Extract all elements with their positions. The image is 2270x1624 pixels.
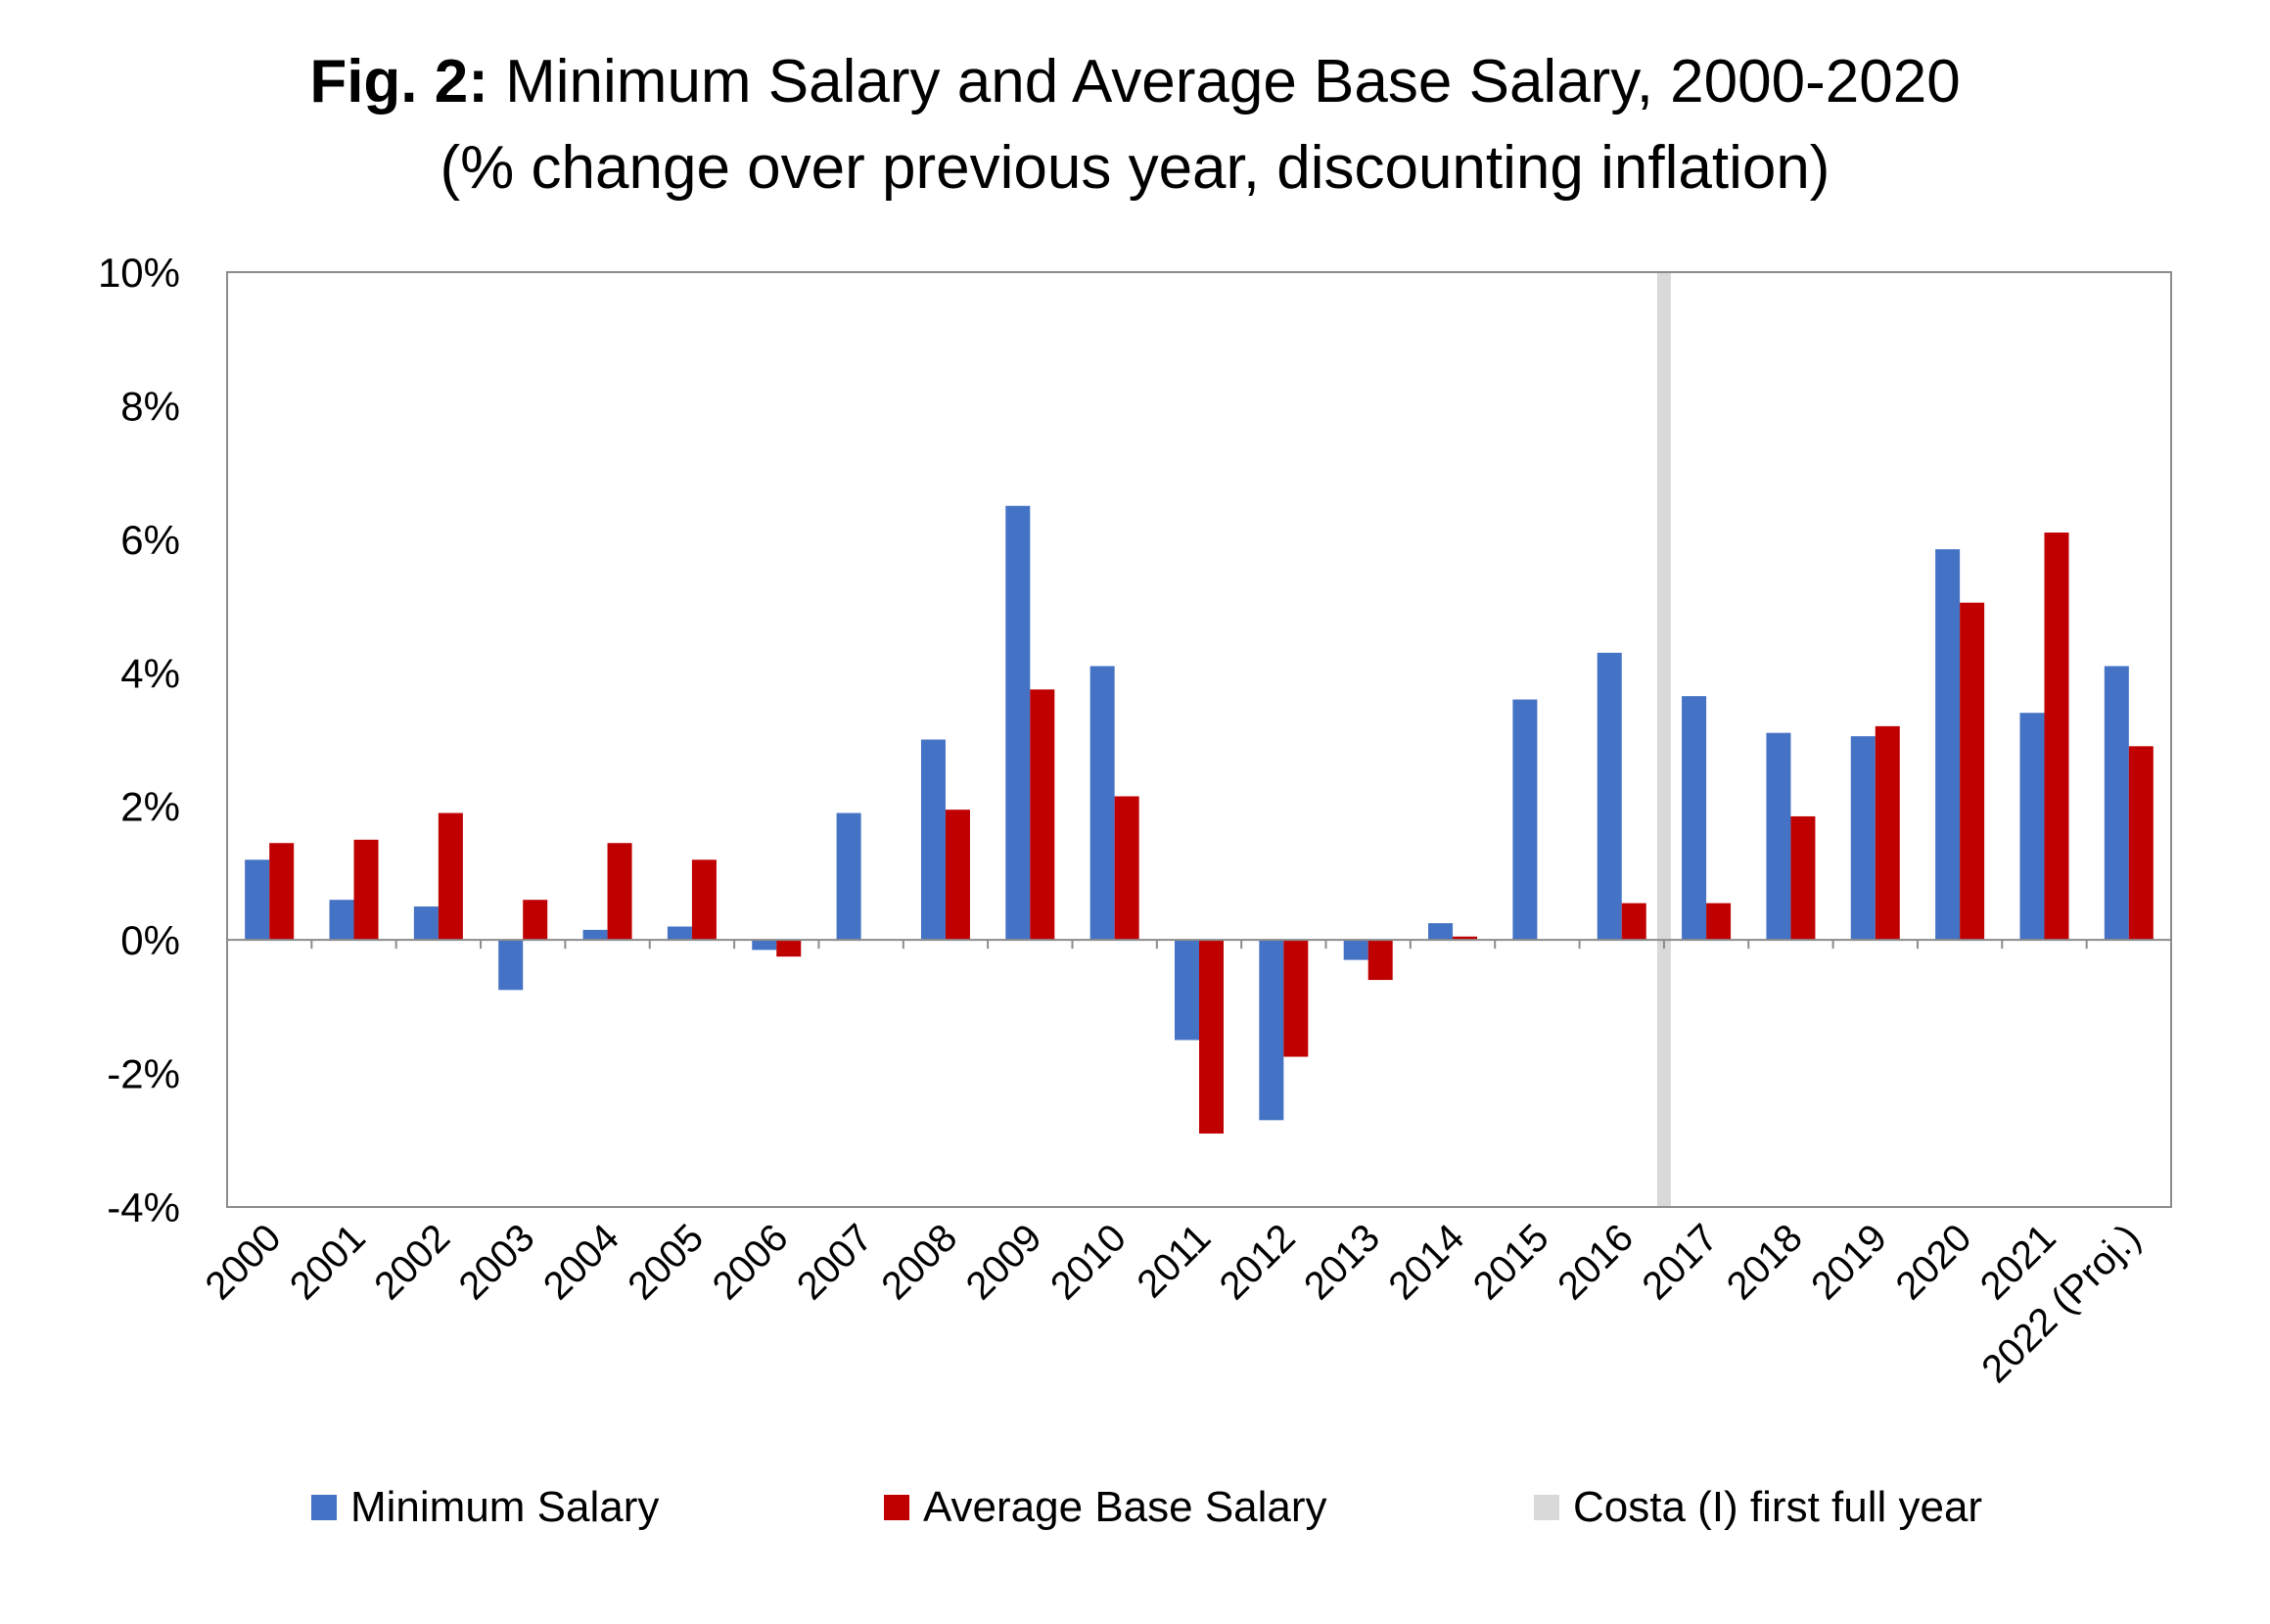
x-tick-label: 2004 bbox=[535, 1216, 627, 1308]
bar-average-base-salary-2017 bbox=[1706, 903, 1732, 941]
bar-minimum-salary-2011 bbox=[1175, 940, 1199, 1041]
bar-average-base-salary-2020 bbox=[1960, 602, 1985, 941]
bar-minimum-salary-2010 bbox=[1089, 666, 1115, 941]
bar-average-base-salary-2000 bbox=[269, 843, 295, 941]
bar-minimum-salary-2018 bbox=[1766, 732, 1791, 941]
bar-average-base-salary-2010 bbox=[1114, 796, 1139, 941]
bar-minimum-salary-2009 bbox=[1005, 505, 1031, 941]
bar-minimum-salary-2012 bbox=[1259, 940, 1284, 1121]
x-tick-label: 2016 bbox=[1550, 1216, 1642, 1308]
bar-minimum-salary-2020 bbox=[1935, 549, 1961, 941]
x-tick-label: 2001 bbox=[282, 1216, 374, 1308]
x-tick-label: 2012 bbox=[1212, 1216, 1304, 1308]
bar-minimum-salary-2000 bbox=[245, 859, 270, 941]
x-tick-label: 2018 bbox=[1719, 1216, 1811, 1308]
x-tick-label: 2013 bbox=[1296, 1216, 1388, 1308]
y-tick-label: 0% bbox=[120, 917, 180, 963]
y-tick-label: 2% bbox=[120, 784, 180, 830]
y-tick-label: -2% bbox=[107, 1051, 180, 1097]
bar-average-base-salary-2016 bbox=[1621, 903, 1646, 941]
y-tick-label: 4% bbox=[120, 650, 180, 696]
bar-average-base-salary-2009 bbox=[1030, 689, 1055, 941]
figure-label: Fig. 2: bbox=[309, 48, 488, 116]
bar-average-base-salary-2005 bbox=[691, 859, 717, 941]
x-tick-label: 2006 bbox=[705, 1216, 797, 1308]
x-tick-label: 2015 bbox=[1465, 1216, 1557, 1308]
x-tick-label: 2020 bbox=[1887, 1216, 1979, 1308]
legend-swatch-average-base-salary bbox=[884, 1495, 909, 1520]
legend-item-minimum-salary: Minimum Salary bbox=[311, 1483, 659, 1532]
y-tick-label: 10% bbox=[98, 250, 180, 296]
bar-minimum-salary-2015 bbox=[1512, 699, 1538, 941]
legend-swatch-minimum-salary bbox=[311, 1495, 337, 1520]
bar-minimum-salary-2021 bbox=[2019, 713, 2045, 941]
chart-title-text: Minimum Salary and Average Base Salary, … bbox=[505, 48, 1961, 116]
bar-minimum-salary-2022-proj- bbox=[2104, 666, 2129, 941]
bar-minimum-salary-2002 bbox=[413, 906, 439, 941]
chart-title: Fig. 2: Minimum Salary and Average Base … bbox=[0, 39, 2270, 125]
legend-swatch-costa bbox=[1534, 1495, 1559, 1520]
legend-item-costa: Costa (I) first full year bbox=[1534, 1483, 1982, 1532]
bar-average-base-salary-2008 bbox=[945, 810, 970, 941]
chart-subtitle: (% change over previous year, discountin… bbox=[440, 134, 1830, 202]
y-tick-label: 8% bbox=[120, 383, 180, 429]
bar-average-base-salary-2021 bbox=[2044, 533, 2069, 941]
bar-average-base-salary-2022-proj- bbox=[2128, 746, 2154, 941]
bar-minimum-salary-2001 bbox=[329, 900, 354, 941]
bar-minimum-salary-2019 bbox=[1850, 736, 1876, 941]
bar-minimum-salary-2008 bbox=[920, 739, 946, 941]
x-tick-label: 2014 bbox=[1380, 1216, 1472, 1308]
legend-label-average-base-salary: Average Base Salary bbox=[923, 1483, 1327, 1531]
bar-minimum-salary-2013 bbox=[1343, 940, 1368, 960]
legend-label-costa: Costa (I) first full year bbox=[1573, 1483, 1983, 1531]
bar-minimum-salary-2006 bbox=[752, 940, 777, 951]
x-tick-label: 2010 bbox=[1042, 1216, 1135, 1308]
chart-legend: Minimum Salary Average Base Salary Costa… bbox=[0, 1483, 2270, 1552]
bar-average-base-salary-2004 bbox=[607, 843, 632, 941]
bar-average-base-salary-2006 bbox=[776, 940, 802, 957]
bar-average-base-salary-2002 bbox=[438, 812, 463, 941]
legend-label-minimum-salary: Minimum Salary bbox=[350, 1483, 660, 1531]
bar-minimum-salary-2003 bbox=[498, 940, 524, 991]
plot-area-border bbox=[226, 271, 2172, 1208]
chart-title-block: Fig. 2: Minimum Salary and Average Base … bbox=[0, 39, 2270, 211]
bar-average-base-salary-2001 bbox=[353, 839, 379, 941]
bar-average-base-salary-2011 bbox=[1199, 940, 1224, 1134]
bar-average-base-salary-2019 bbox=[1875, 725, 1900, 941]
bar-minimum-salary-2016 bbox=[1597, 652, 1622, 941]
bar-minimum-salary-2014 bbox=[1428, 923, 1454, 941]
bar-minimum-salary-2005 bbox=[667, 926, 692, 941]
x-tick-label: 2000 bbox=[198, 1216, 290, 1308]
legend-item-average-base-salary: Average Base Salary bbox=[884, 1483, 1327, 1532]
x-tick-label: 2008 bbox=[873, 1216, 965, 1308]
y-tick-label: 6% bbox=[120, 517, 180, 563]
y-tick-label: -4% bbox=[107, 1184, 180, 1230]
bar-average-base-salary-2014 bbox=[1453, 936, 1478, 941]
x-tick-label: 2017 bbox=[1634, 1216, 1726, 1308]
highlight-band-costa bbox=[1656, 272, 1671, 1207]
bar-average-base-salary-2013 bbox=[1367, 940, 1393, 981]
x-tick-label: 2003 bbox=[451, 1216, 543, 1308]
x-tick-label: 2019 bbox=[1803, 1216, 1895, 1308]
x-tick-label: 2007 bbox=[789, 1216, 881, 1308]
bar-average-base-salary-2018 bbox=[1790, 815, 1816, 941]
bar-minimum-salary-2017 bbox=[1682, 696, 1707, 941]
bar-minimum-salary-2007 bbox=[836, 812, 861, 941]
x-tick-label: 2011 bbox=[1129, 1216, 1219, 1306]
bar-average-base-salary-2012 bbox=[1283, 940, 1309, 1057]
x-tick-label: 2005 bbox=[620, 1216, 712, 1308]
bar-minimum-salary-2004 bbox=[582, 929, 608, 941]
x-tick-label: 2002 bbox=[366, 1216, 458, 1308]
bar-average-base-salary-2003 bbox=[523, 900, 548, 941]
x-tick-label: 2009 bbox=[958, 1216, 1050, 1308]
